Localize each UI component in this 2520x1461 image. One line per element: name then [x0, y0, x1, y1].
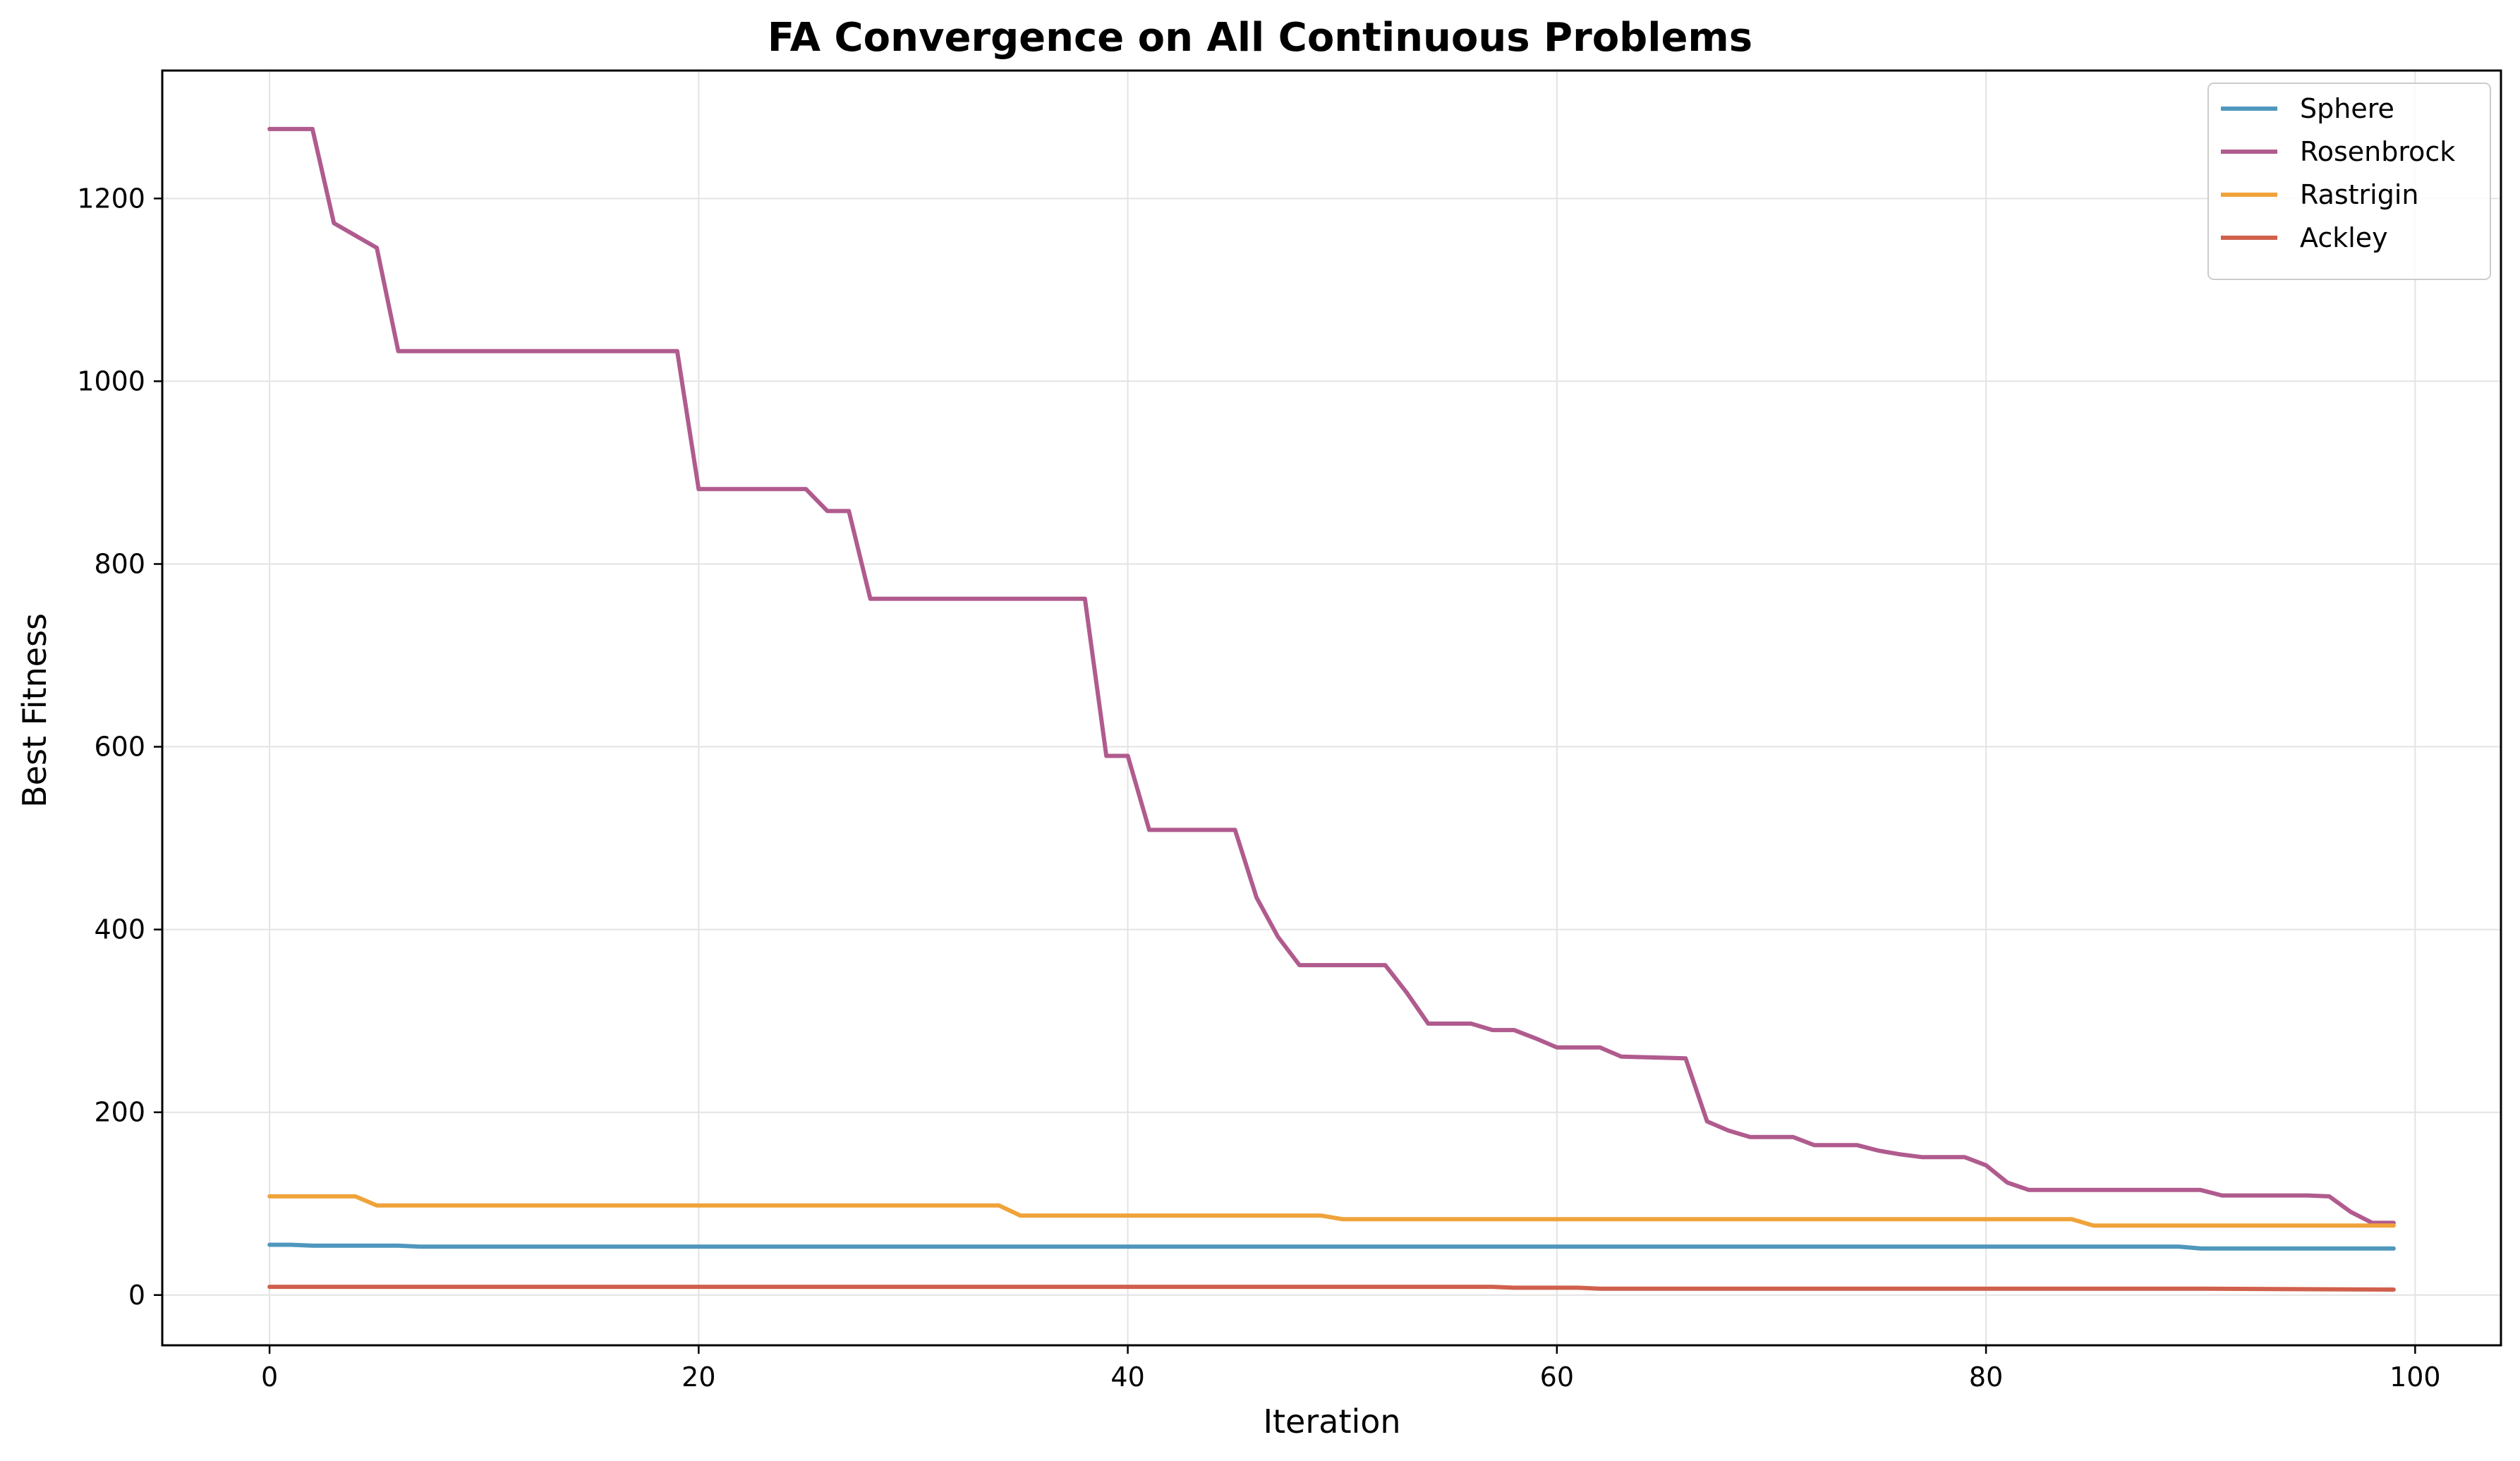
y-tick-label: 400	[94, 914, 145, 945]
y-tick-label: 600	[94, 732, 145, 763]
grid	[162, 71, 2501, 1345]
series-lines	[267, 126, 2396, 1292]
y-axis-label: Best Fitness	[16, 613, 54, 808]
x-tick-label: 100	[2389, 1362, 2441, 1393]
x-tick-label: 0	[261, 1362, 278, 1393]
y-tick-label: 1200	[77, 183, 145, 214]
legend-label: Sphere	[2300, 93, 2394, 124]
series-line-rastrigin	[267, 1194, 2396, 1228]
x-tick-label: 60	[1540, 1362, 1574, 1393]
series-line-ackley	[267, 1285, 2396, 1292]
chart-title: FA Convergence on All Continuous Problem…	[768, 15, 1752, 61]
y-tick-label: 1000	[77, 365, 145, 396]
x-tick-label: 80	[1969, 1362, 2003, 1393]
x-axis-label: Iteration	[1263, 1402, 1400, 1441]
y-tick-label: 800	[94, 548, 145, 579]
legend-label: Rastrigin	[2300, 179, 2419, 210]
series-line-sphere	[267, 1242, 2396, 1251]
legend-box	[2207, 83, 2491, 280]
x-tick-label: 40	[1110, 1362, 1144, 1393]
y-tick-label: 0	[128, 1280, 145, 1311]
legend: Sphere Rosenbrock Rastrigin Ackley	[2207, 83, 2491, 280]
y-tick-label: 200	[94, 1097, 145, 1128]
series-line-rosenbrock	[267, 126, 2396, 1225]
legend-label: Ackley	[2300, 222, 2388, 253]
x-tick-label: 20	[682, 1362, 715, 1393]
plot-area-frame	[161, 69, 2502, 1347]
legend-label: Rosenbrock	[2300, 136, 2455, 167]
